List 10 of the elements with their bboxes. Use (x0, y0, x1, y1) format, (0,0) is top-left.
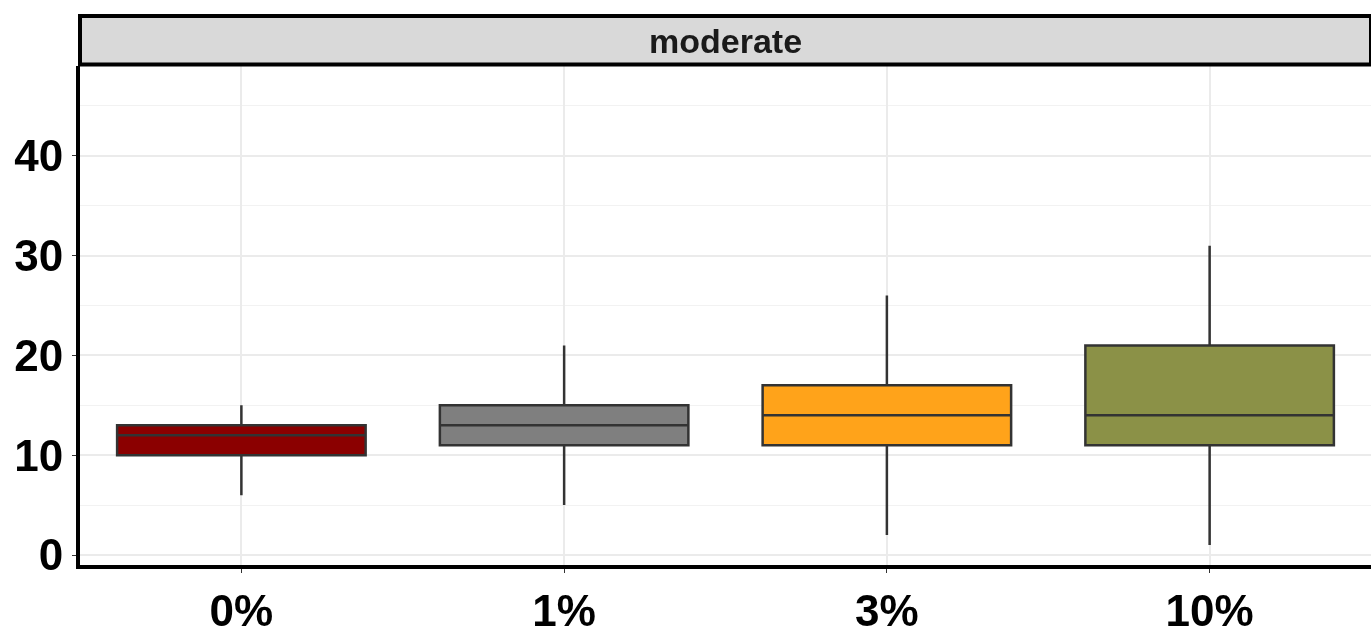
x-tick-label: 0% (209, 585, 274, 635)
x-tick-label: 1% (532, 585, 596, 635)
x-tick-label: 3% (855, 585, 919, 635)
y-tick-label: 20 (14, 330, 64, 380)
y-tick-label: 30 (14, 231, 64, 281)
chart-title: moderate (649, 22, 803, 60)
y-tick-label: 40 (14, 131, 64, 181)
y-tick-label: 10 (14, 430, 64, 480)
y-tick-label: 0 (38, 530, 64, 580)
x-tick-label: 10% (1165, 585, 1254, 635)
